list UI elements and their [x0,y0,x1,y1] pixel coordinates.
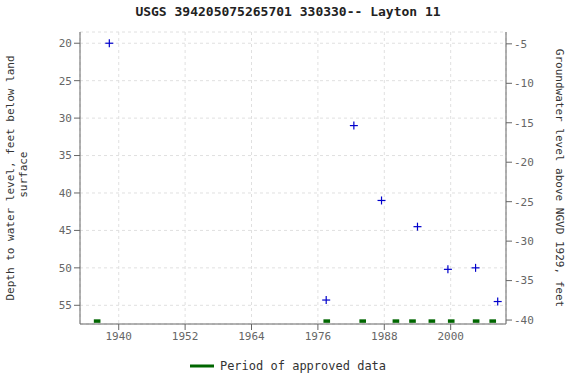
svg-text:Depth to water level, feet bel: Depth to water level, feet below land su… [8,55,30,300]
html-text:Period of approved data: Period of approved data [219,359,387,373]
svg-text:1940: 1940 [105,330,132,343]
svg-text:30: 30 [59,112,72,125]
svg-text:-15: -15 [514,117,534,130]
html-text:USGS 394205075265701 330330--: USGS 394205075265701 330330-- Layton 11 [135,4,441,19]
svg-text:-20: -20 [514,156,534,169]
svg-text:45: 45 [59,224,72,237]
svg-text:-35: -35 [514,274,534,287]
svg-text:55: 55 [59,299,72,312]
svg-text:-25: -25 [514,196,534,209]
svg-text:25: 25 [59,75,72,88]
svg-text:-30: -30 [514,235,534,248]
svg-text:2000: 2000 [437,330,464,343]
svg-text:1976: 1976 [305,330,332,343]
svg-text:1952: 1952 [172,330,199,343]
svg-text:Groundwater level above NGVD 1: Groundwater level above NGVD 1929, feet [553,49,566,307]
svg-text:40: 40 [59,187,72,200]
svg-text:50: 50 [59,262,72,275]
svg-text:1988: 1988 [371,330,398,343]
svg-text:35: 35 [59,149,72,162]
svg-text:-40: -40 [514,314,534,327]
svg-text:-5: -5 [514,38,527,51]
svg-text:-10: -10 [514,77,534,90]
svg-text:1964: 1964 [238,330,265,343]
svg-text:20: 20 [59,37,72,50]
